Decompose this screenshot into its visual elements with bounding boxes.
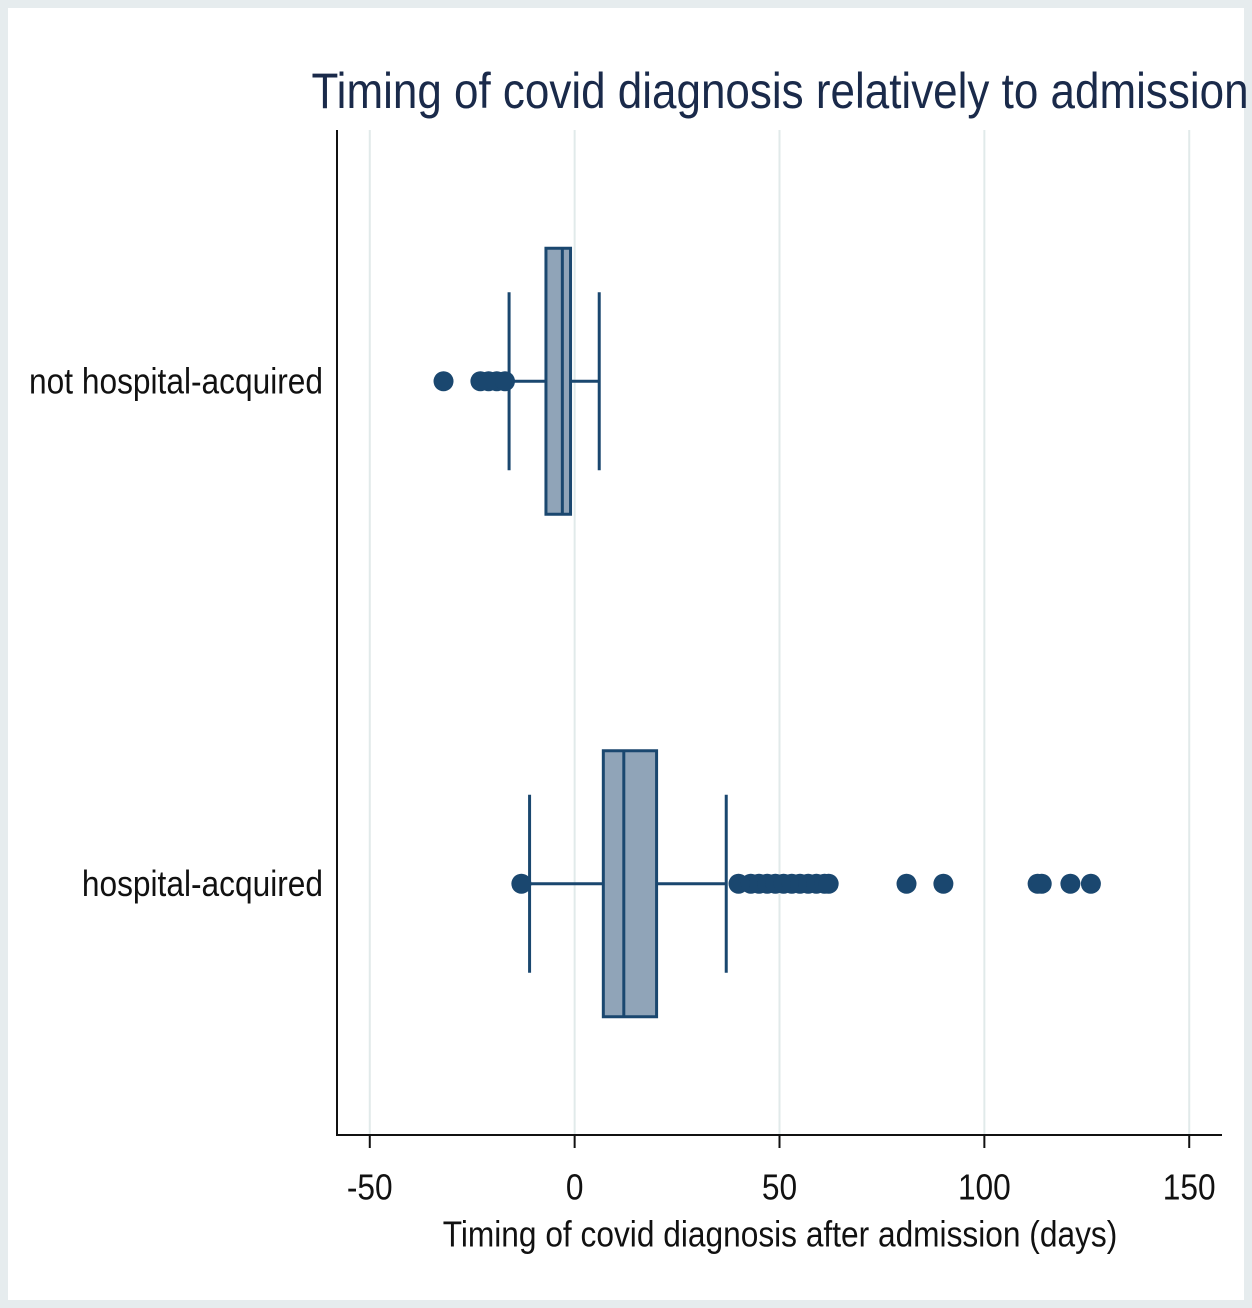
x-tick-label: 150	[1163, 1168, 1216, 1208]
outlier	[1031, 873, 1052, 894]
outlier	[433, 371, 454, 392]
y-tick-label: not hospital-acquired	[29, 362, 323, 402]
x-tick-label: 100	[958, 1168, 1011, 1208]
box	[601, 749, 659, 1019]
chart-title: Timing of covid diagnosis relatively to …	[311, 63, 1248, 119]
x-tick-label: 50	[762, 1168, 797, 1208]
y-tick-label: hospital-acquired	[82, 864, 323, 904]
outlier	[1060, 873, 1081, 894]
x-tick-label: 0	[566, 1168, 584, 1208]
outlier	[494, 371, 515, 392]
outlier	[896, 873, 917, 894]
outlier	[818, 873, 839, 894]
outlier	[933, 873, 954, 894]
box	[544, 246, 573, 516]
x-axis-label: Timing of covid diagnosis after admissio…	[443, 1215, 1118, 1255]
x-tick-label: -50	[347, 1168, 393, 1208]
outlier	[511, 873, 532, 894]
outlier	[1080, 873, 1101, 894]
